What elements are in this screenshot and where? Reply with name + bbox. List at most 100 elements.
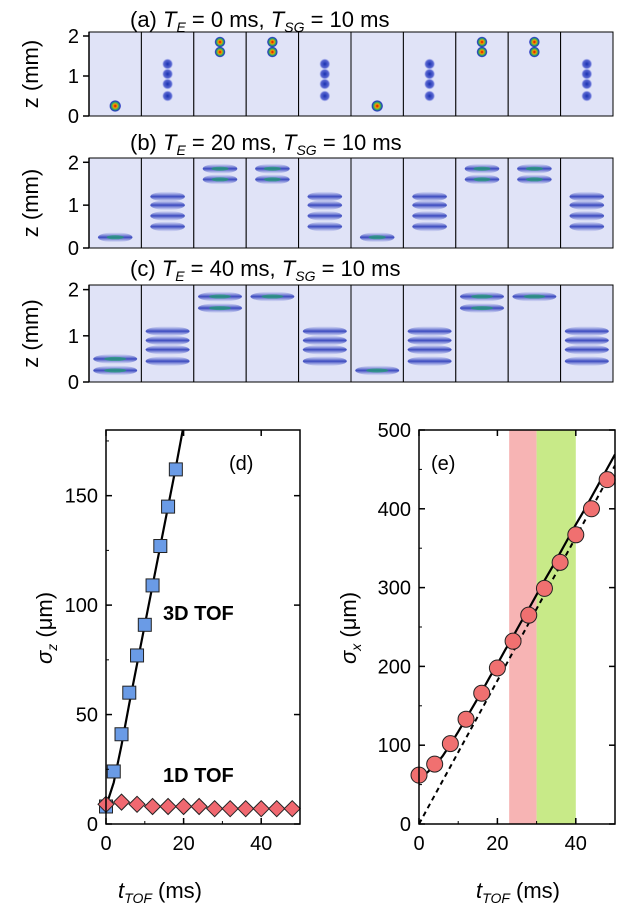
strip-y-tick-label: 1 <box>68 66 79 88</box>
data-point-diamond <box>205 799 224 818</box>
x-tick-label: 20 <box>172 833 194 855</box>
atom-cloud-band <box>150 200 185 211</box>
atom-cloud-band <box>569 221 605 232</box>
atom-cloud-core <box>470 294 494 299</box>
atom-cloud-band <box>145 356 190 367</box>
atom-cloud-core <box>261 294 284 299</box>
y-tick-label: 300 <box>378 578 411 600</box>
atom-cloud-band <box>412 221 447 232</box>
data-point-square <box>168 462 183 477</box>
y-tick-label: 50 <box>76 705 98 727</box>
atom-cloud-spot <box>162 90 174 102</box>
data-point-square <box>153 539 168 554</box>
atom-cloud-spot <box>162 78 174 90</box>
data-point-diamond <box>252 799 270 818</box>
time-window-band <box>509 430 537 824</box>
data-point-circle <box>598 471 616 489</box>
strip-frame <box>245 31 300 117</box>
y-tick-label: 150 <box>65 486 98 508</box>
data-point-square <box>106 764 121 779</box>
panel-a-title: (a) TE = 0 ms, TSG = 10 ms <box>130 7 389 35</box>
strip-y-tick-label: 2 <box>68 26 79 48</box>
strip-y-tick-label: 0 <box>68 106 79 128</box>
y-tick-label: 0 <box>87 814 98 836</box>
atom-cloud-core <box>106 235 124 240</box>
atom-cloud-spot <box>528 36 540 48</box>
atom-cloud-spot <box>319 90 331 102</box>
atom-cloud-band <box>564 356 609 367</box>
strip-y-tick-label: 1 <box>68 195 79 217</box>
atom-cloud-core <box>104 356 127 361</box>
atom-cloud-spot <box>528 46 540 58</box>
atom-cloud-core <box>208 294 232 299</box>
panel-d-plot: 0 20 40 0 50 100 150 <box>65 429 301 855</box>
atom-cloud-core <box>525 177 544 182</box>
strip-y-axis-label: z (mm) <box>18 40 43 108</box>
atom-cloud-band <box>564 335 609 346</box>
atom-cloud-band <box>407 326 452 337</box>
atom-cloud-band <box>307 191 343 202</box>
data-point-circle <box>551 553 569 571</box>
atom-cloud-spot <box>581 90 593 102</box>
atom-cloud-core <box>211 166 229 171</box>
atom-cloud-spot <box>581 68 593 80</box>
strip-y-tick-label: 0 <box>68 238 79 260</box>
atom-cloud-core <box>104 368 127 373</box>
atom-cloud-core <box>368 235 386 240</box>
data-point-circle <box>457 710 475 728</box>
atom-cloud-spot <box>424 90 436 102</box>
strip-y-tick-label: 2 <box>68 280 79 302</box>
data-point-diamond <box>268 799 286 818</box>
atom-cloud-band <box>407 335 452 346</box>
atom-cloud-spot <box>581 78 593 90</box>
legend-3d-tof: 3D TOF <box>163 603 234 625</box>
atom-cloud-spot <box>266 36 278 48</box>
atom-cloud-core <box>263 177 282 182</box>
atom-cloud-band <box>407 344 452 355</box>
atom-cloud-band <box>407 356 452 367</box>
panel-b-image-strip: 0 1 2 z (mm) <box>18 152 614 260</box>
atom-cloud-spot <box>109 100 122 112</box>
data-point-diamond <box>190 797 208 816</box>
atom-cloud-band <box>302 326 347 337</box>
x-tick-label: 40 <box>250 833 272 855</box>
atom-cloud-spot <box>319 78 331 90</box>
strip-y-tick-label: 1 <box>68 326 79 348</box>
data-point-circle <box>582 500 600 518</box>
x-tick-label: 20 <box>486 833 508 855</box>
data-point-circle <box>426 755 444 773</box>
atom-cloud-spot <box>424 68 436 80</box>
data-point-diamond <box>159 797 177 816</box>
atom-cloud-band <box>412 210 447 221</box>
data-point-square <box>145 578 160 593</box>
atom-cloud-band <box>307 210 343 221</box>
atom-cloud-band <box>302 344 347 355</box>
atom-cloud-band <box>302 356 347 367</box>
data-point-diamond <box>128 795 146 814</box>
atom-cloud-spot <box>319 58 331 70</box>
atom-cloud-core <box>473 177 491 182</box>
atom-cloud-band <box>302 335 347 346</box>
data-point-square <box>130 648 145 663</box>
data-point-square <box>122 685 137 700</box>
atom-cloud-spot <box>162 68 174 80</box>
panel-c-image-strip: 0 1 2 z (mm) <box>18 280 614 394</box>
y-tick-label: 100 <box>378 735 411 757</box>
data-point-circle <box>520 606 538 624</box>
atom-cloud-band <box>150 191 185 202</box>
atom-cloud-spot <box>371 100 384 112</box>
atom-cloud-band <box>569 191 605 202</box>
x-tick-label: 0 <box>413 833 424 855</box>
time-window-band <box>536 430 576 824</box>
atom-cloud-spot <box>214 36 226 48</box>
atom-cloud-core <box>473 166 491 171</box>
strip-y-axis-label: z (mm) <box>18 299 43 367</box>
atom-cloud-spot <box>214 46 226 58</box>
data-point-square <box>137 617 152 632</box>
y-tick-label: 400 <box>378 499 411 521</box>
atom-cloud-spot <box>476 46 488 58</box>
panel-c-title: (c) TE = 40 ms, TSG = 10 ms <box>130 256 400 284</box>
panel-d-label: (d) <box>229 453 253 475</box>
atom-cloud-core <box>470 306 494 311</box>
panel-a-image-strip: 0 1 2 z (mm) <box>18 26 614 128</box>
